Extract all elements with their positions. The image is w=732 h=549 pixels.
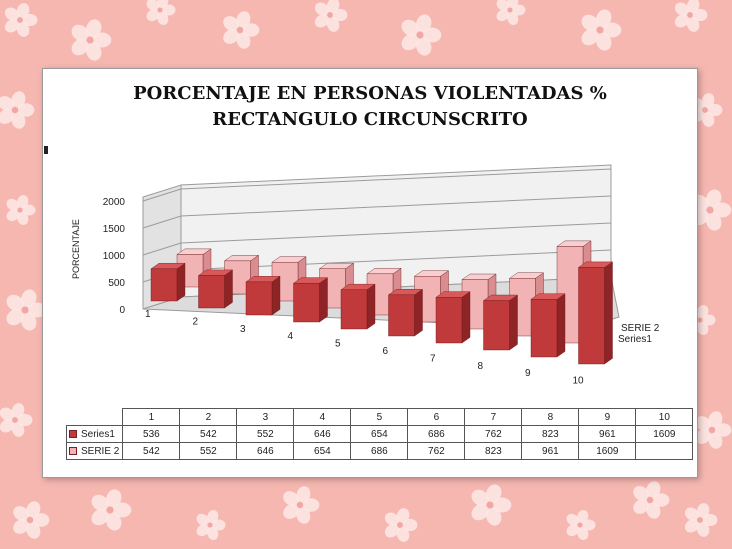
table-cell: 646 xyxy=(236,442,295,460)
series1-label: Series1 xyxy=(81,428,115,440)
table-cell: 1609 xyxy=(635,425,694,443)
table-header-cell: 5 xyxy=(350,408,409,426)
bar-series1 xyxy=(245,275,281,316)
bar-series1 xyxy=(340,283,376,330)
y-tick-label: 0 xyxy=(119,305,125,316)
table-header-cell: 2 xyxy=(179,408,238,426)
data-table: 1 2 3 4 5 6 7 8 9 10 Series1 536 542 552… xyxy=(65,408,694,460)
y-axis-label: PORCENTAJE xyxy=(71,219,81,279)
x-tick-label: 2 xyxy=(193,316,199,327)
gridline xyxy=(142,222,612,256)
table-cell: 536 xyxy=(122,425,181,443)
table-header-cell: 10 xyxy=(635,408,694,426)
table-header-cell: 4 xyxy=(293,408,352,426)
table-cell: 654 xyxy=(293,442,352,460)
table-cell: 686 xyxy=(350,442,409,460)
table-cell: 823 xyxy=(521,425,580,443)
table-cell: 686 xyxy=(407,425,466,443)
table-header-cell: 1 xyxy=(122,408,181,426)
depth-axis-label: SERIE 2 xyxy=(621,323,660,334)
chart-title-line-1: PORCENTAJE EN PERSONAS VIOLENTADAS % xyxy=(133,83,607,104)
series2-label: SERIE 2 xyxy=(81,445,120,457)
x-tick-label: 9 xyxy=(525,368,531,379)
table-row-serie2: SERIE 2 542 552 646 654 686 762 823 961 … xyxy=(65,442,694,460)
y-tick-label: 1000 xyxy=(103,251,126,262)
table-cell: 961 xyxy=(521,442,580,460)
table-cell: 823 xyxy=(464,442,523,460)
bar-series1 xyxy=(530,293,566,358)
series2-legend-swatch xyxy=(69,446,77,455)
table-header-row: 1 2 3 4 5 6 7 8 9 10 xyxy=(67,408,694,426)
table-cell: 552 xyxy=(236,425,295,443)
table-row-label: SERIE 2 xyxy=(65,442,124,460)
table-cell: 762 xyxy=(407,442,466,460)
bar-series1 xyxy=(150,262,186,302)
table-header-cell: 9 xyxy=(578,408,637,426)
x-tick-label: 7 xyxy=(430,353,436,364)
table-header-cell: 7 xyxy=(464,408,523,426)
y-tick-label: 2000 xyxy=(103,197,126,208)
bar-series1 xyxy=(387,288,424,337)
table-cell: 654 xyxy=(350,425,409,443)
table-cell: 542 xyxy=(122,442,181,460)
chart-title-line-2: RECTANGULO CIRCUNSCRITO xyxy=(212,109,528,130)
x-tick-label: 6 xyxy=(383,346,389,357)
y-tick-label: 1500 xyxy=(103,224,126,235)
table-header-cell: 3 xyxy=(236,408,295,426)
bar-series1 xyxy=(577,261,614,365)
bar-series1 xyxy=(292,277,329,323)
bar-series1 xyxy=(482,294,519,351)
x-tick-label: 8 xyxy=(478,361,484,372)
gridline xyxy=(142,168,612,202)
x-tick-label: 5 xyxy=(335,339,341,350)
table-cell: 762 xyxy=(464,425,523,443)
table-cell: 542 xyxy=(179,425,238,443)
table-cell xyxy=(635,442,694,460)
table-cell: 646 xyxy=(293,425,352,443)
table-header-cell: 6 xyxy=(407,408,466,426)
bar-series1 xyxy=(435,291,471,344)
bullet-marker xyxy=(44,146,48,154)
series1-legend-swatch xyxy=(69,429,77,438)
table-row-series1: Series1 536 542 552 646 654 686 762 823 … xyxy=(65,425,694,443)
depth-axis-label: Series1 xyxy=(618,334,652,345)
table-header-cell: 8 xyxy=(521,408,580,426)
x-tick-label: 10 xyxy=(573,376,585,387)
x-tick-label: 3 xyxy=(240,324,246,335)
table-cell: 961 xyxy=(578,425,637,443)
table-row-label: Series1 xyxy=(65,425,124,443)
y-tick-label: 500 xyxy=(108,278,125,289)
x-tick-label: 1 xyxy=(145,309,151,320)
table-corner xyxy=(67,409,123,426)
x-tick-label: 4 xyxy=(288,331,294,342)
gridline xyxy=(142,195,612,229)
bar-series1 xyxy=(197,269,234,309)
table-cell: 552 xyxy=(179,442,238,460)
table-cell: 1609 xyxy=(578,442,637,460)
bar-chart-3d: 2000 1500 1000 500 0 PORCENTAJE 1 2 3 4 5 6 7 8 9 10 SER… xyxy=(71,164,660,387)
